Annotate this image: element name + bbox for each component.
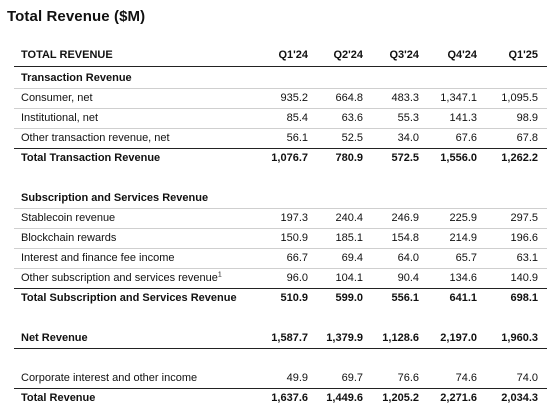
corporate-interest-row: Corporate interest and other income 49.9… <box>14 368 547 389</box>
cell-value: 1,076.7 <box>271 152 308 164</box>
column-header-q3-24: Q3'24 <box>389 49 419 61</box>
cell-value: 1,960.3 <box>501 332 538 344</box>
cell-value: 56.1 <box>286 132 308 144</box>
cell-value: 1,128.6 <box>382 332 419 344</box>
cell-value: 85.4 <box>286 112 308 124</box>
cell-value: 52.5 <box>341 132 363 144</box>
cell-value: 240.4 <box>335 212 363 224</box>
cell-value: 65.7 <box>455 252 477 264</box>
cell-value: 34.0 <box>397 132 419 144</box>
cell-value: 74.6 <box>455 372 477 384</box>
cell-value: 96.0 <box>286 272 308 284</box>
cell-value: 664.8 <box>335 92 363 104</box>
cell-value: 134.6 <box>449 272 477 284</box>
column-header-q1-24: Q1'24 <box>278 49 308 61</box>
cell-value: 1,205.2 <box>382 392 419 404</box>
cell-value: 698.1 <box>510 292 538 304</box>
cell-value: 196.6 <box>510 232 538 244</box>
cell-value: 599.0 <box>335 292 363 304</box>
cell-value: 1,556.0 <box>440 152 477 164</box>
cell-value: 104.1 <box>335 272 363 284</box>
header-label: TOTAL REVENUE <box>21 49 113 61</box>
cell-value: 1,449.6 <box>326 392 363 404</box>
total-row-transaction: Total Transaction Revenue 1,076.7 780.9 … <box>14 148 547 168</box>
table-row: Consumer, net 935.2 664.8 483.3 1,347.1 … <box>14 88 547 109</box>
table-row: Interest and finance fee income 66.7 69.… <box>14 248 547 269</box>
table-row: Other transaction revenue, net 56.1 52.5… <box>14 128 547 149</box>
cell-value: 154.8 <box>391 232 419 244</box>
cell-value: 67.6 <box>455 132 477 144</box>
cell-value: 76.6 <box>397 372 419 384</box>
row-label: Corporate interest and other income <box>21 372 198 384</box>
table-row: Stablecoin revenue 197.3 240.4 246.9 225… <box>14 208 547 229</box>
cell-value: 90.4 <box>397 272 419 284</box>
cell-value: 2,197.0 <box>440 332 477 344</box>
cell-value: 297.5 <box>510 212 538 224</box>
table-row: Institutional, net 85.4 63.6 55.3 141.3 … <box>14 108 547 129</box>
cell-value: 150.9 <box>280 232 308 244</box>
cell-value: 780.9 <box>335 152 363 164</box>
cell-value: 1,637.6 <box>271 392 308 404</box>
section-heading-transaction: Transaction Revenue <box>14 68 547 89</box>
cell-value: 64.0 <box>397 252 419 264</box>
cell-value: 67.8 <box>516 132 538 144</box>
page-title: Total Revenue ($M) <box>7 8 146 25</box>
cell-value: 2,034.3 <box>501 392 538 404</box>
cell-value: 63.1 <box>516 252 538 264</box>
net-revenue-row: Net Revenue 1,587.7 1,379.9 1,128.6 2,19… <box>14 328 547 349</box>
footnote-marker: 1 <box>217 271 222 279</box>
total-row-subscription: Total Subscription and Services Revenue … <box>14 288 547 308</box>
row-label: Consumer, net <box>21 92 93 104</box>
column-header-q4-24: Q4'24 <box>447 49 477 61</box>
cell-value: 483.3 <box>391 92 419 104</box>
total-revenue-row: Total Revenue 1,637.6 1,449.6 1,205.2 2,… <box>14 388 547 408</box>
row-label: Total Revenue <box>21 392 96 404</box>
cell-value: 74.0 <box>516 372 538 384</box>
row-label: Interest and finance fee income <box>21 252 175 264</box>
table-row: Blockchain rewards 150.9 185.1 154.8 214… <box>14 228 547 249</box>
cell-value: 556.1 <box>391 292 419 304</box>
cell-value: 1,095.5 <box>501 92 538 104</box>
row-label: Total Transaction Revenue <box>21 152 161 164</box>
cell-value: 572.5 <box>391 152 419 164</box>
table-row: Other subscription and services revenue1… <box>14 268 547 289</box>
row-label: Other subscription and services revenue1 <box>21 271 222 284</box>
cell-value: 246.9 <box>391 212 419 224</box>
row-label: Net Revenue <box>21 332 88 344</box>
cell-value: 140.9 <box>510 272 538 284</box>
cell-value: 1,347.1 <box>440 92 477 104</box>
row-label: Blockchain rewards <box>21 232 117 244</box>
row-label: Institutional, net <box>21 112 99 124</box>
cell-value: 510.9 <box>280 292 308 304</box>
cell-value: 98.9 <box>516 112 538 124</box>
row-label: Other transaction revenue, net <box>21 132 170 144</box>
table-header: TOTAL REVENUE Q1'24 Q2'24 Q3'24 Q4'24 Q1… <box>14 47 547 67</box>
cell-value: 49.9 <box>286 372 308 384</box>
cell-value: 55.3 <box>397 112 419 124</box>
cell-value: 225.9 <box>449 212 477 224</box>
cell-value: 1,587.7 <box>271 332 308 344</box>
section-heading-subscription: Subscription and Services Revenue <box>14 188 547 209</box>
cell-value: 197.3 <box>280 212 308 224</box>
column-header-q2-24: Q2'24 <box>333 49 363 61</box>
cell-value: 69.4 <box>341 252 363 264</box>
cell-value: 641.1 <box>449 292 477 304</box>
row-label: Stablecoin revenue <box>21 212 116 224</box>
cell-value: 141.3 <box>449 112 477 124</box>
cell-value: 214.9 <box>449 232 477 244</box>
column-header-q1-25: Q1'25 <box>508 49 538 61</box>
cell-value: 185.1 <box>335 232 363 244</box>
cell-value: 1,379.9 <box>326 332 363 344</box>
cell-value: 935.2 <box>280 92 308 104</box>
cell-value: 1,262.2 <box>501 152 538 164</box>
cell-value: 69.7 <box>341 372 363 384</box>
row-label: Total Subscription and Services Revenue <box>21 292 237 304</box>
cell-value: 66.7 <box>286 252 308 264</box>
cell-value: 2,271.6 <box>440 392 477 404</box>
cell-value: 63.6 <box>341 112 363 124</box>
